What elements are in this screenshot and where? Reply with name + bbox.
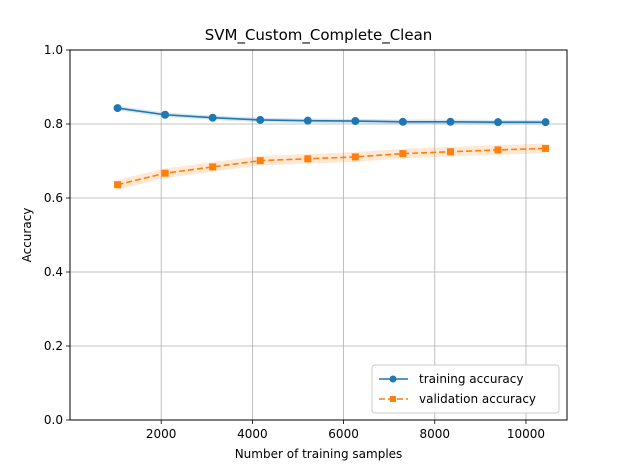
x-tick-label: 10000	[507, 427, 545, 441]
x-axis-label: Number of training samples	[235, 447, 403, 461]
data-point-validation	[256, 157, 264, 165]
x-tick-label: 4000	[237, 427, 268, 441]
legend: training accuracy validation accuracy	[371, 364, 560, 414]
y-tick-label: 0.2	[44, 339, 63, 353]
y-tick-label: 0.4	[44, 265, 63, 279]
data-point-validation	[209, 163, 217, 171]
plot-frame	[69, 49, 568, 421]
y-tick-label: 0.8	[44, 117, 63, 131]
series-band-0	[117, 105, 546, 125]
data-point-training	[398, 117, 407, 126]
x-tick-label: 6000	[328, 427, 359, 441]
y-tick-label: 1.0	[44, 43, 63, 57]
x-tick-label: 8000	[419, 427, 450, 441]
data-point-training	[208, 113, 217, 122]
series-line-0	[117, 107, 546, 123]
data-point-validation	[351, 153, 359, 161]
data-point-training	[494, 118, 503, 127]
series-markers	[113, 104, 550, 189]
legend-label-1: validation accuracy	[419, 392, 536, 406]
data-point-training	[161, 110, 170, 119]
data-point-validation	[161, 169, 169, 177]
y-axis-label: Accuracy	[20, 208, 34, 263]
series-lines	[117, 107, 546, 186]
x-axis-ticks: 2000 4000 6000 8000 10000	[146, 420, 545, 441]
y-tick-label: 0.0	[44, 413, 63, 427]
series-line-1	[117, 147, 546, 186]
x-tick-label: 2000	[146, 427, 177, 441]
data-point-training	[303, 116, 312, 125]
legend-marker-training	[389, 375, 397, 383]
series-band-1	[117, 143, 546, 190]
data-point-validation	[446, 148, 454, 156]
data-point-training	[446, 117, 455, 126]
data-point-training	[113, 104, 122, 113]
data-point-validation	[114, 181, 122, 189]
chart-title: SVM_Custom_Complete_Clean	[205, 26, 433, 45]
legend-marker-validation	[390, 396, 396, 402]
y-tick-label: 0.6	[44, 191, 63, 205]
data-point-validation	[494, 146, 502, 154]
confidence-bands	[117, 105, 546, 190]
legend-label-0: training accuracy	[419, 372, 523, 386]
data-point-training	[541, 118, 550, 127]
y-axis-ticks: 0.0 0.2 0.4 0.6 0.8 1.0	[44, 43, 70, 427]
data-point-validation	[542, 144, 550, 152]
data-point-validation	[399, 150, 407, 158]
legend-box	[371, 364, 560, 414]
data-point-validation	[304, 155, 312, 163]
data-point-training	[256, 115, 265, 124]
data-point-training	[351, 117, 360, 126]
